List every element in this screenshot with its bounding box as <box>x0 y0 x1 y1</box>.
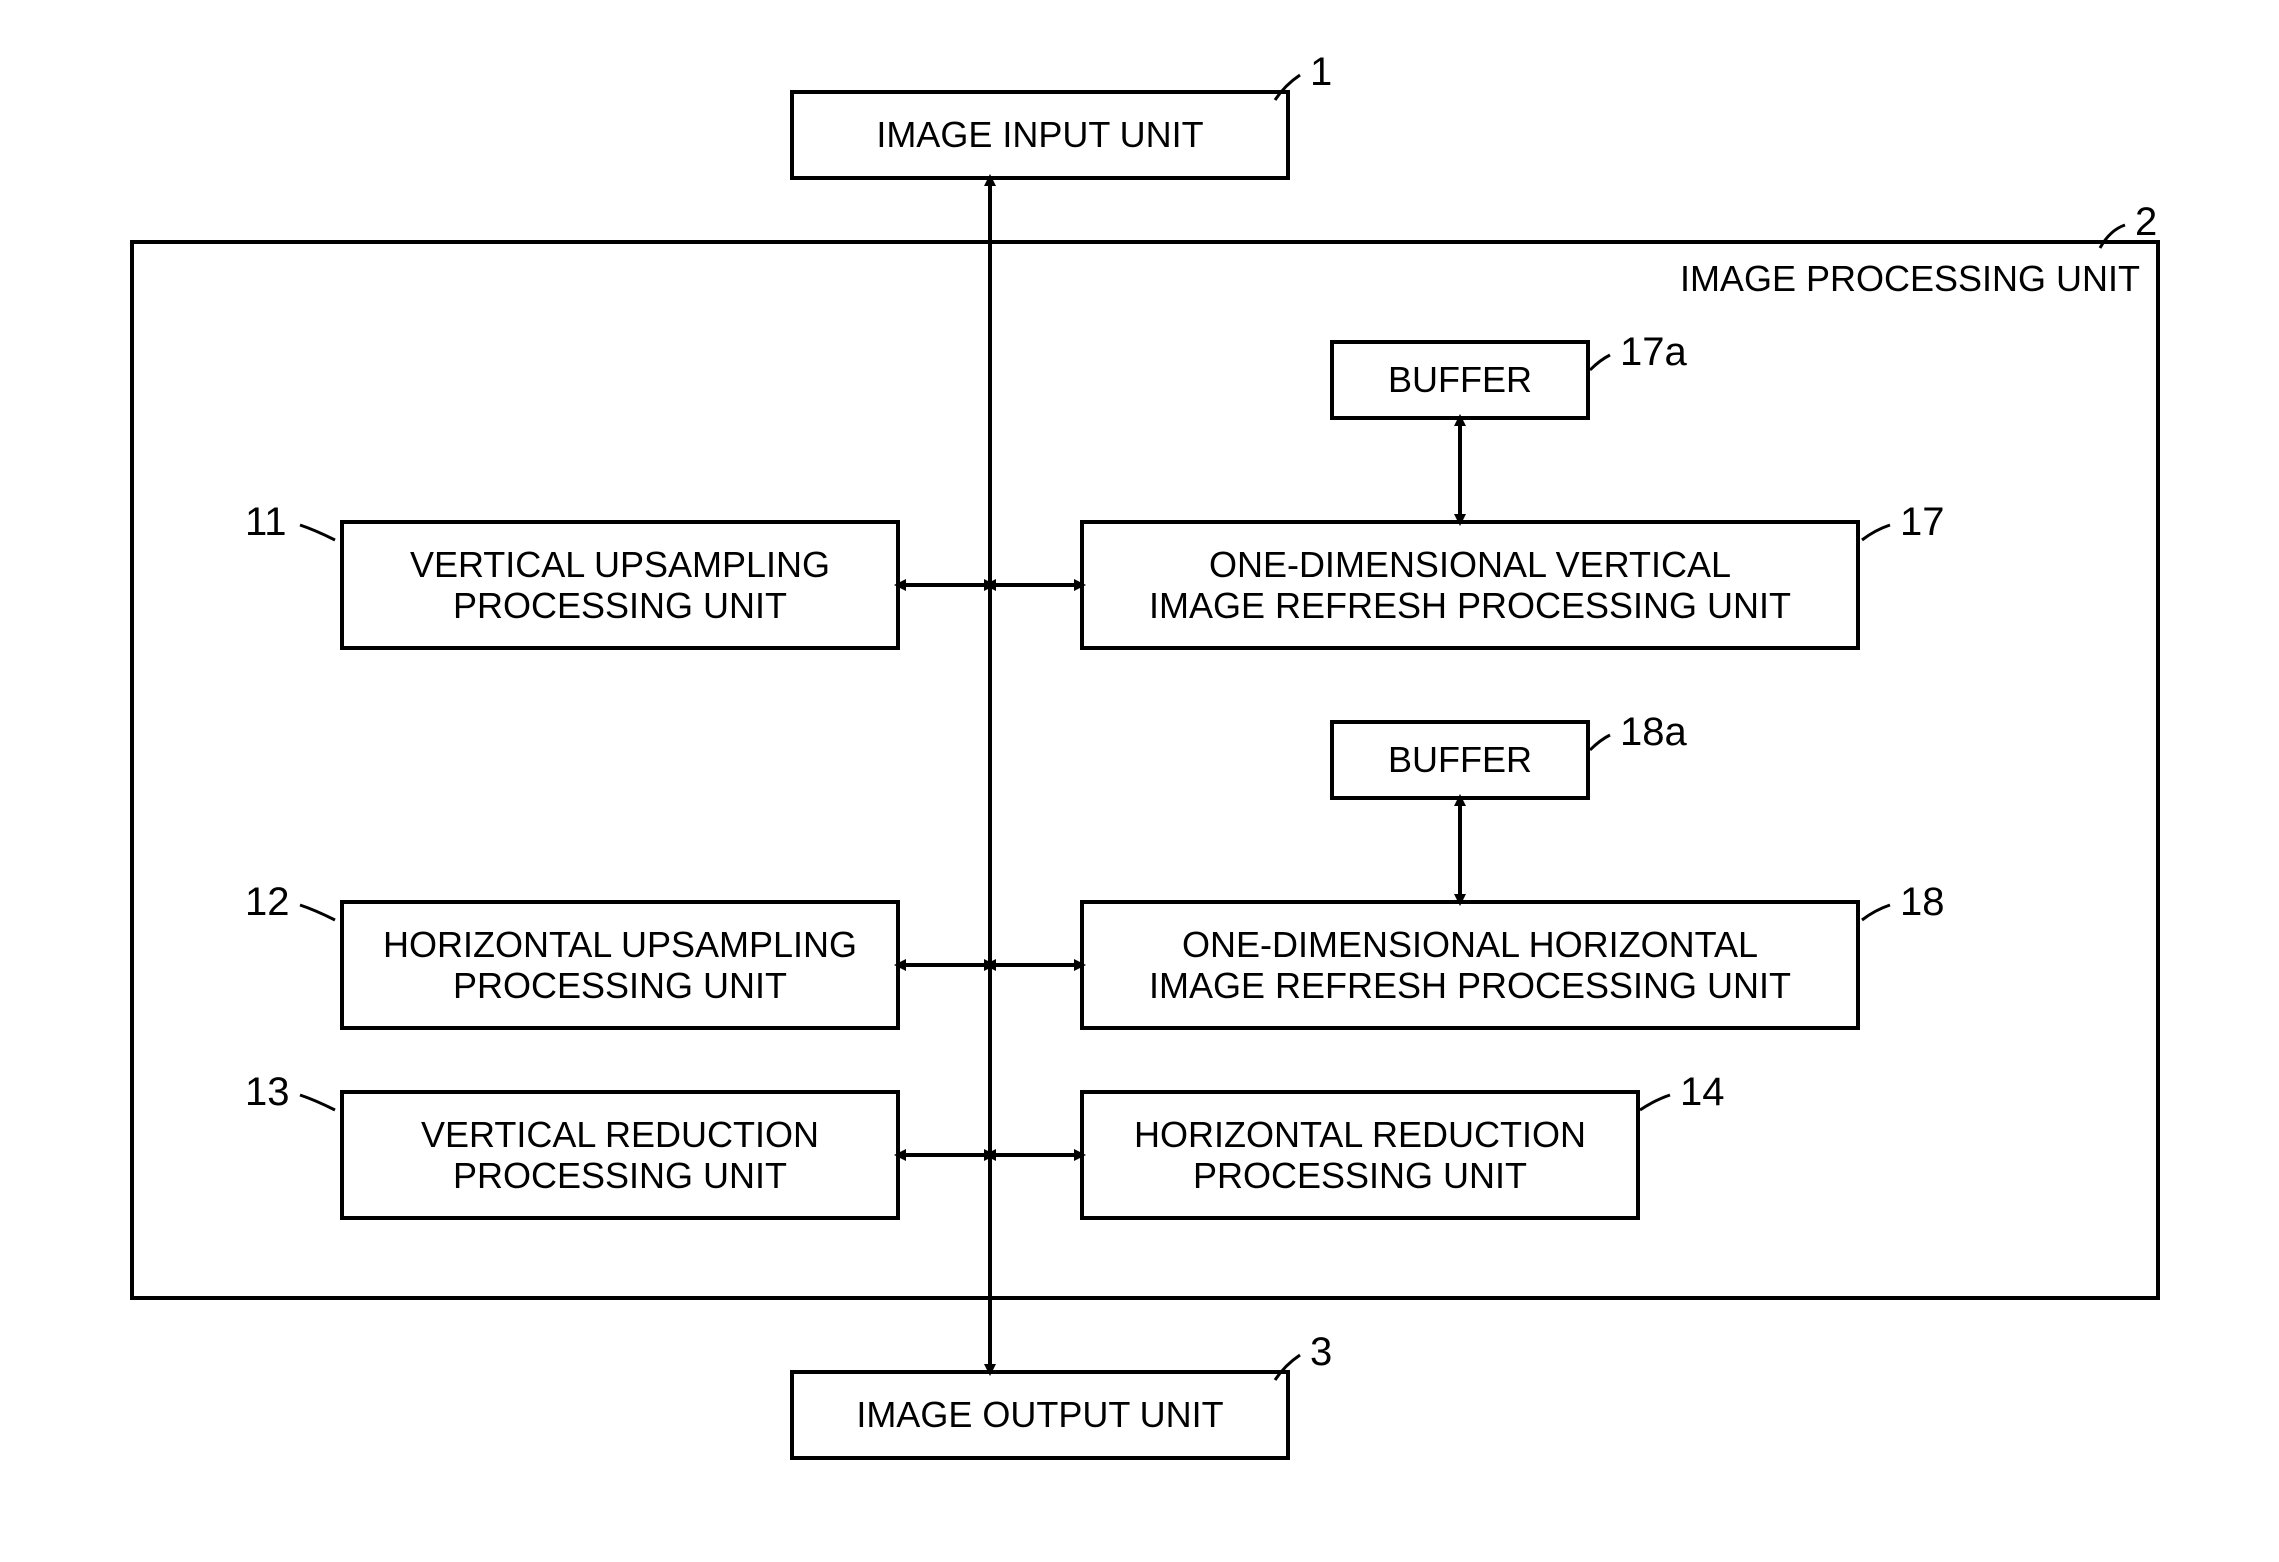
node-buffer-17a: BUFFER <box>1330 340 1590 420</box>
node-horizontal-reduction: HORIZONTAL REDUCTIONPROCESSING UNIT <box>1080 1090 1640 1220</box>
ref-label-2: 2 <box>2135 200 2157 245</box>
ref-label-17: 17 <box>1900 500 1945 545</box>
node-text: ONE-DIMENSIONAL VERTICALIMAGE REFRESH PR… <box>1149 544 1791 627</box>
ref-label-1: 1 <box>1310 50 1332 95</box>
node-text: HORIZONTAL REDUCTIONPROCESSING UNIT <box>1134 1114 1586 1197</box>
node-text: BUFFER <box>1388 359 1532 400</box>
node-1d-horizontal-refresh: ONE-DIMENSIONAL HORIZONTALIMAGE REFRESH … <box>1080 900 1860 1030</box>
ref-label-12: 12 <box>245 880 290 925</box>
ref-label-18a: 18a <box>1620 710 1687 755</box>
node-text: IMAGE OUTPUT UNIT <box>856 1394 1223 1435</box>
node-text: VERTICAL UPSAMPLINGPROCESSING UNIT <box>410 544 830 627</box>
diagram-canvas: IMAGE PROCESSING UNIT IMAGE INPUT UNIT I… <box>0 0 2279 1562</box>
node-image-input-unit: IMAGE INPUT UNIT <box>790 90 1290 180</box>
ref-label-18: 18 <box>1900 880 1945 925</box>
container-title: IMAGE PROCESSING UNIT <box>1600 258 2140 300</box>
ref-label-13: 13 <box>245 1070 290 1115</box>
node-1d-vertical-refresh: ONE-DIMENSIONAL VERTICALIMAGE REFRESH PR… <box>1080 520 1860 650</box>
ref-label-17a: 17a <box>1620 330 1687 375</box>
node-text: IMAGE INPUT UNIT <box>876 114 1203 155</box>
ref-label-3: 3 <box>1310 1330 1332 1375</box>
node-text: ONE-DIMENSIONAL HORIZONTALIMAGE REFRESH … <box>1149 924 1791 1007</box>
ref-label-11: 11 <box>245 500 287 545</box>
node-text: BUFFER <box>1388 739 1532 780</box>
node-text: VERTICAL REDUCTIONPROCESSING UNIT <box>421 1114 819 1197</box>
node-buffer-18a: BUFFER <box>1330 720 1590 800</box>
node-vertical-reduction: VERTICAL REDUCTIONPROCESSING UNIT <box>340 1090 900 1220</box>
node-horizontal-upsampling: HORIZONTAL UPSAMPLINGPROCESSING UNIT <box>340 900 900 1030</box>
node-image-output-unit: IMAGE OUTPUT UNIT <box>790 1370 1290 1460</box>
node-text: HORIZONTAL UPSAMPLINGPROCESSING UNIT <box>383 924 857 1007</box>
node-vertical-upsampling: VERTICAL UPSAMPLINGPROCESSING UNIT <box>340 520 900 650</box>
ref-label-14: 14 <box>1680 1070 1725 1115</box>
